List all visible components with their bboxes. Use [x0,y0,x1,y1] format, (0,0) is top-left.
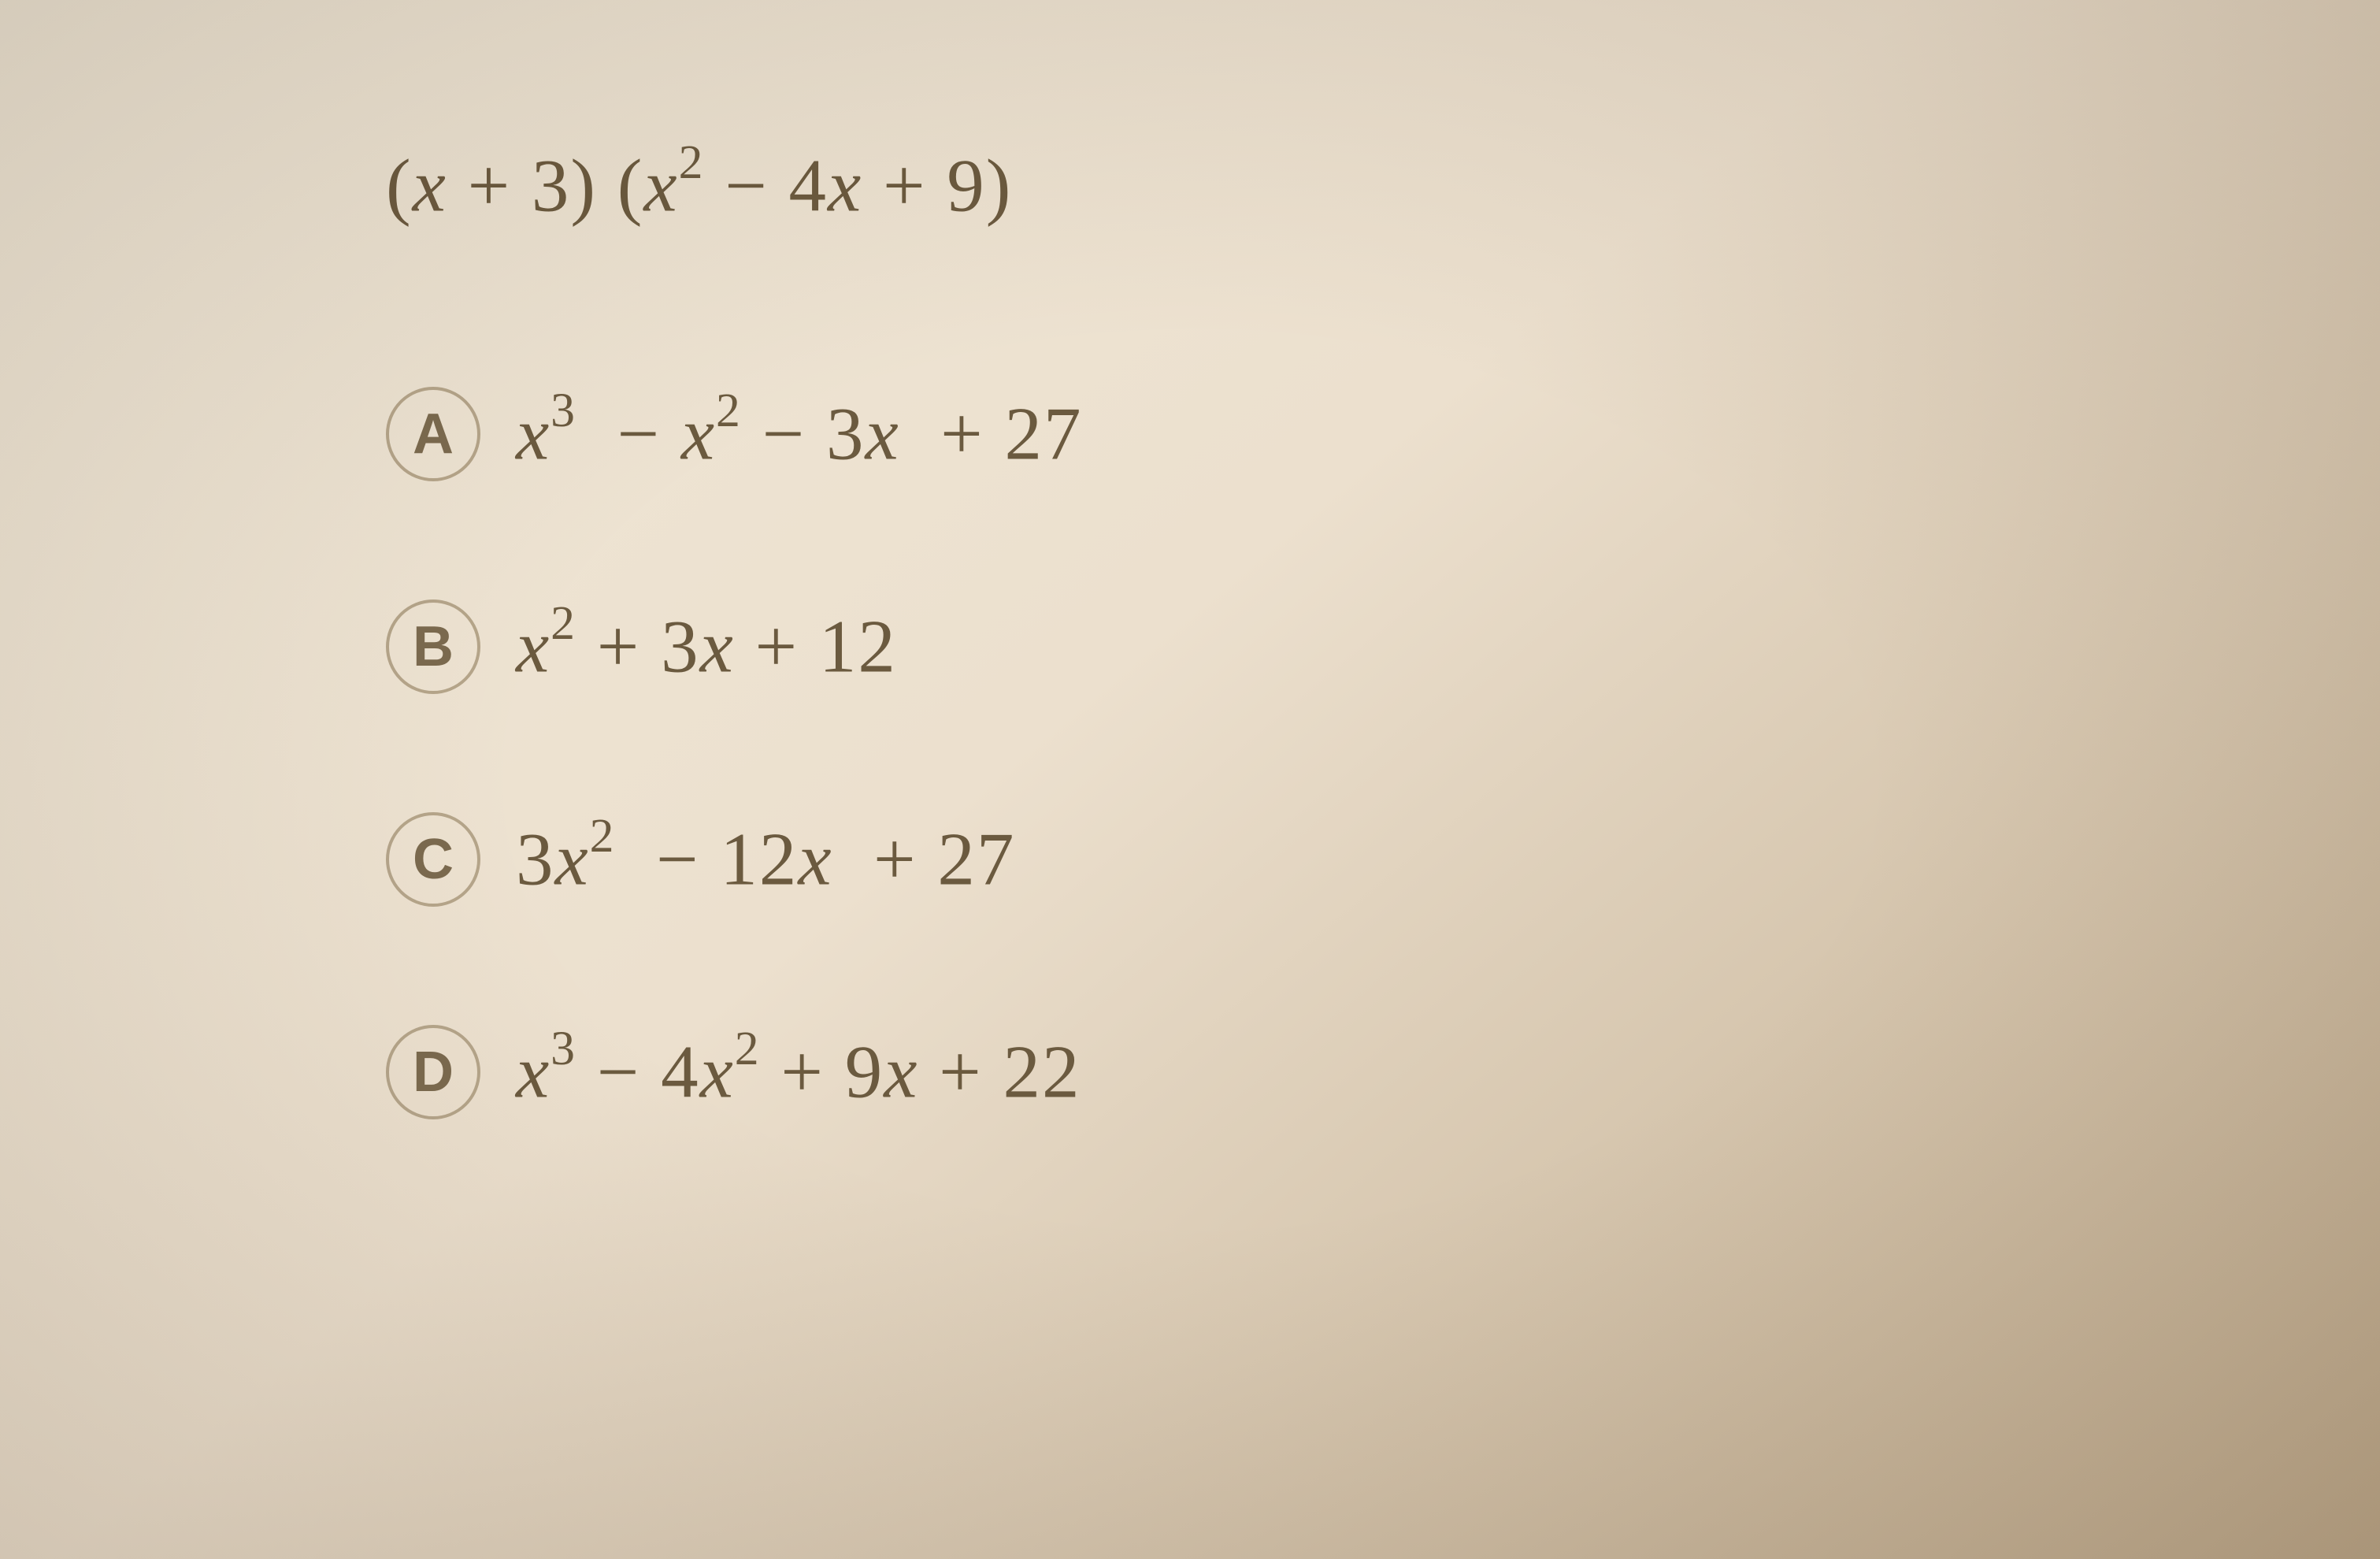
option-c[interactable]: C 3x2 − 12x + 27 [386,812,2380,907]
option-d[interactable]: D x3 − 4x2 + 9x + 22 [386,1025,2380,1119]
option-letter-a: A [386,387,480,481]
question-container: (x + 3) (x2 − 4x + 9) A x3 − x2 − 3x + 2… [0,0,2380,1119]
option-letter-b: B [386,599,480,694]
option-text-b: x2 + 3x + 12 [516,603,897,690]
option-a[interactable]: A x3 − x2 − 3x + 27 [386,387,2380,481]
option-letter-d: D [386,1025,480,1119]
option-text-c: 3x2 − 12x + 27 [516,815,1015,903]
options-list: A x3 − x2 − 3x + 27 B x2 + 3x + 12 C 3x2… [386,387,2380,1119]
option-text-d: x3 − 4x2 + 9x + 22 [516,1028,1081,1115]
option-b[interactable]: B x2 + 3x + 12 [386,599,2380,694]
question-expression: (x + 3) (x2 − 4x + 9) [386,142,2380,229]
option-letter-c: C [386,812,480,907]
option-text-a: x3 − x2 − 3x + 27 [516,390,1083,477]
